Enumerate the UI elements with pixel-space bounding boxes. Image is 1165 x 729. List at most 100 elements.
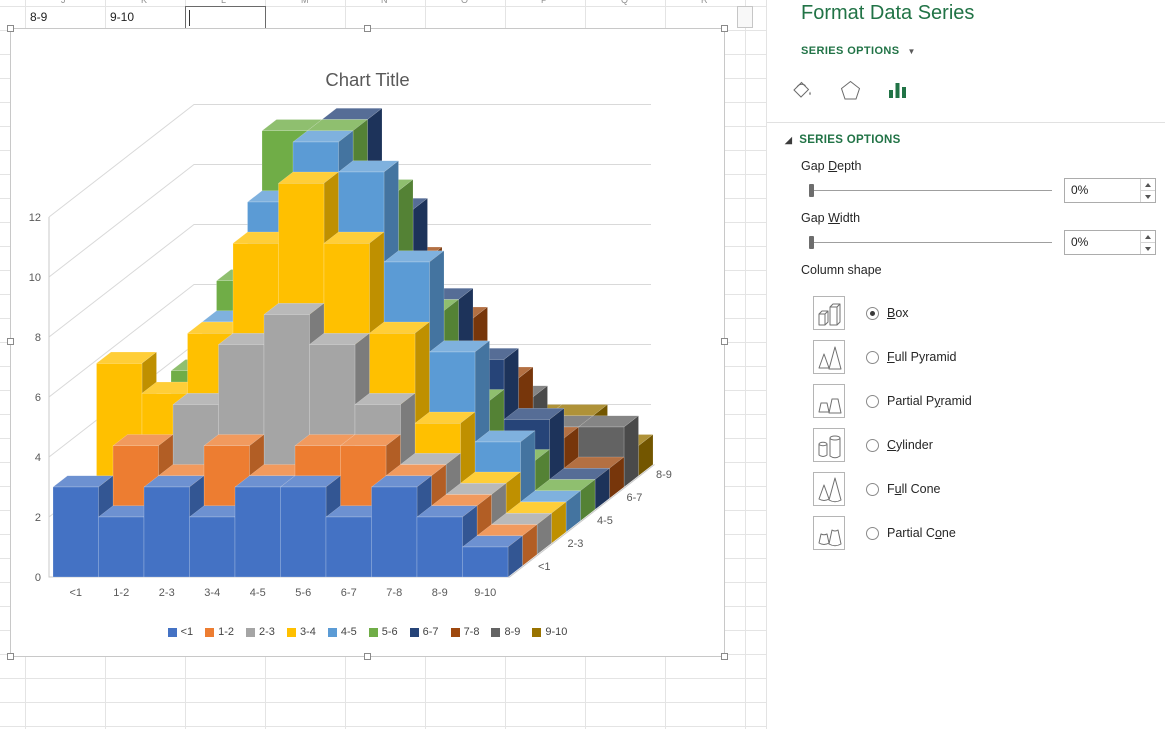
legend-item[interactable]: 8-9 <box>491 626 520 638</box>
legend-item[interactable]: 1-2 <box>205 626 234 638</box>
pentagon-icon <box>840 80 860 99</box>
shape-option-cylinder[interactable]: Cylinder <box>813 427 933 463</box>
series-options-dropdown[interactable]: SERIES OPTIONS ▼ <box>801 45 916 57</box>
gap-depth-value[interactable]: 0% <box>1071 183 1089 197</box>
legend-swatch <box>368 627 378 637</box>
legend-label: 5-6 <box>381 626 398 638</box>
full-cone-shape-icon[interactable] <box>813 472 845 506</box>
legend-item[interactable]: 2-3 <box>246 626 275 638</box>
shape-option-partial-cone[interactable]: Partial Cone <box>813 515 956 551</box>
spin-up-button[interactable] <box>1141 231 1155 243</box>
legend-label: 8-9 <box>504 626 521 638</box>
chart-resize-handle[interactable] <box>721 25 728 32</box>
shape-option-label[interactable]: Box <box>887 306 909 320</box>
legend-item[interactable]: <1 <box>167 626 194 638</box>
full-pyramid-shape-icon[interactable] <box>813 340 845 374</box>
column-header-letter: K <box>141 0 148 5</box>
chart-resize-handle[interactable] <box>364 25 371 32</box>
svg-text:7-8: 7-8 <box>386 587 402 599</box>
chart-title[interactable]: Chart Title <box>325 69 410 90</box>
radio-button[interactable] <box>866 394 879 408</box>
shape-option-full-pyramid[interactable]: Full Pyramid <box>813 339 956 375</box>
chart-legend: <1 1-2 2-3 3-4 4-5 5-6 6-7 7-8 8-9 9-10 <box>11 626 724 638</box>
down-arrow-icon <box>1145 246 1151 251</box>
box-shape-icon[interactable] <box>813 296 845 330</box>
shape-option-partial-pyramid[interactable]: Partial Pyramid <box>813 383 972 419</box>
shape-option-label[interactable]: Full Cone <box>887 482 941 496</box>
legend-label: 6-7 <box>422 626 439 638</box>
gap-depth-slider[interactable] <box>809 184 1052 197</box>
legend-item[interactable]: 4-5 <box>327 626 357 638</box>
spin-up-button[interactable] <box>1141 179 1155 191</box>
chart-resize-handle[interactable] <box>364 653 371 660</box>
spinner <box>1140 179 1155 202</box>
selected-cell[interactable] <box>185 6 266 31</box>
legend-swatch <box>167 627 177 637</box>
scrollbar-top-button[interactable] <box>737 6 753 28</box>
legend-swatch <box>450 627 460 637</box>
radio-button[interactable] <box>866 350 879 364</box>
legend-item[interactable]: 7-8 <box>450 626 479 638</box>
fill-line-tab[interactable] <box>789 76 815 104</box>
svg-text:3-4: 3-4 <box>204 587 220 599</box>
series-options-dropdown-label: SERIES OPTIONS <box>801 45 900 57</box>
legend-item[interactable]: 5-6 <box>368 626 398 638</box>
slider-track[interactable] <box>809 190 1052 191</box>
column-header-letter: R <box>701 0 708 5</box>
shape-option-label[interactable]: Full Pyramid <box>887 350 957 364</box>
chart-resize-handle[interactable] <box>721 653 728 660</box>
section-label: SERIES OPTIONS <box>799 134 901 146</box>
partial-pyramid-shape-icon[interactable] <box>813 384 845 418</box>
effects-tab[interactable] <box>837 76 863 104</box>
chart-object[interactable]: Chart Title 0 2 4 6 8 10 12 <1 1-2 2-3 3-4 4-5 5-6 6-… <box>7 25 728 660</box>
chart-resize-handle[interactable] <box>7 25 14 32</box>
legend-swatch <box>491 627 501 637</box>
legend-item[interactable]: 9-10 <box>532 626 567 638</box>
column-header-letter: O <box>461 0 469 5</box>
shape-option-box[interactable]: Box <box>813 295 909 331</box>
chart-resize-handle[interactable] <box>7 338 14 345</box>
legend-item[interactable]: 6-7 <box>409 626 439 638</box>
column-header-letter: P <box>541 0 548 5</box>
slider-track[interactable] <box>809 242 1052 243</box>
chart-resize-handle[interactable] <box>721 338 728 345</box>
gap-width-input[interactable]: 0% <box>1064 230 1156 255</box>
slider-thumb[interactable] <box>809 184 814 197</box>
cell-caret <box>189 10 190 26</box>
shape-option-full-cone[interactable]: Full Cone <box>813 471 941 507</box>
cylinder-shape-icon[interactable] <box>813 428 845 462</box>
legend-item[interactable]: 3-4 <box>286 626 316 638</box>
legend-label: 4-5 <box>340 626 357 638</box>
shape-option-label[interactable]: Partial Cone <box>887 526 956 540</box>
spin-down-button[interactable] <box>1141 191 1155 202</box>
gap-depth-input[interactable]: 0% <box>1064 178 1156 203</box>
gap-width-slider[interactable] <box>809 236 1052 249</box>
slider-thumb[interactable] <box>809 236 814 249</box>
series-options-section-header[interactable]: ◢ SERIES OPTIONS <box>785 134 901 146</box>
legend-label: 3-4 <box>299 626 316 638</box>
cell-value-1[interactable]: 8-9 <box>30 10 48 24</box>
legend-swatch <box>246 627 256 637</box>
shape-option-label[interactable]: Partial Pyramid <box>887 394 972 408</box>
column-chart-icon <box>889 83 906 98</box>
series-options-tab[interactable] <box>885 76 911 104</box>
spreadsheet[interactable]: J K L M N O P Q R 8-9 9-10 Chart Title 0 2 4 6 8 10 12… <box>0 0 766 729</box>
cell-value-2[interactable]: 9-10 <box>110 10 135 24</box>
spinner <box>1140 231 1155 254</box>
svg-text:8-9: 8-9 <box>432 587 448 599</box>
radio-button[interactable] <box>866 306 879 320</box>
gap-width-value[interactable]: 0% <box>1071 235 1089 249</box>
chart-resize-handle[interactable] <box>7 653 14 660</box>
collapse-triangle-icon: ◢ <box>785 134 793 145</box>
shape-option-label[interactable]: Cylinder <box>887 438 933 452</box>
spin-down-button[interactable] <box>1141 243 1155 254</box>
radio-button[interactable] <box>866 438 879 452</box>
radio-button[interactable] <box>866 526 879 540</box>
radio-button[interactable] <box>866 482 879 496</box>
partial-cone-shape-icon[interactable] <box>813 516 845 550</box>
svg-text:10: 10 <box>29 272 41 284</box>
legend-label: <1 <box>180 626 194 638</box>
svg-text:2: 2 <box>35 512 41 524</box>
